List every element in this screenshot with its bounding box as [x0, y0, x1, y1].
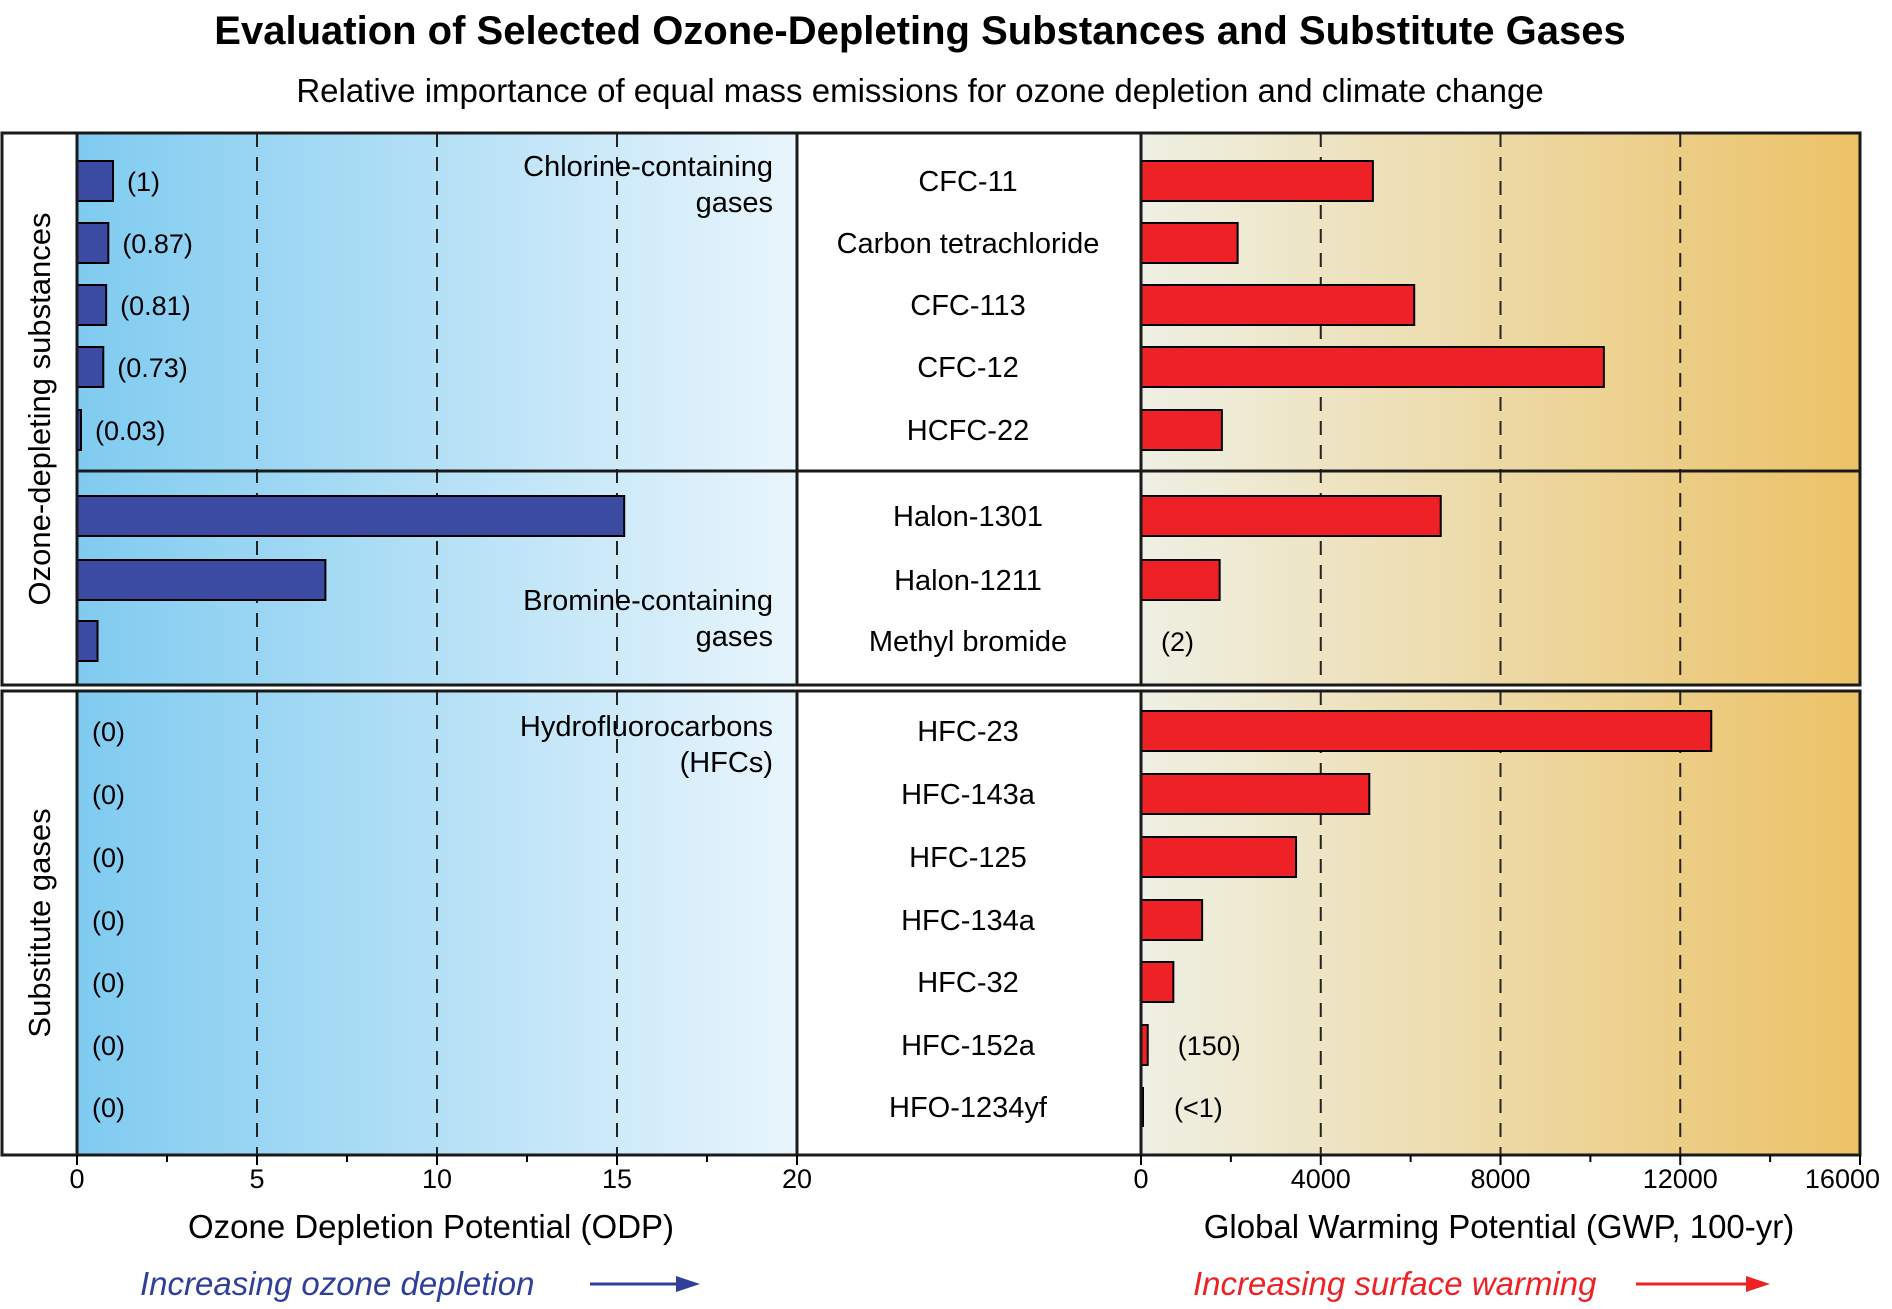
- substance-name: Halon-1301: [893, 501, 1043, 533]
- gwp-tick-label: 12000: [1643, 1164, 1718, 1194]
- subgroup-label: gases: [696, 621, 773, 653]
- subgroup-label: Chlorine-containing: [523, 151, 773, 183]
- substance-name: CFC-11: [918, 166, 1017, 198]
- gwp-bar: [1140, 559, 1221, 601]
- gwp-tick-label: 0: [1133, 1164, 1148, 1194]
- names-panel-bg: [797, 133, 1141, 685]
- substance-name: Methyl bromide: [869, 626, 1067, 658]
- odp-tick-label: 20: [782, 1164, 812, 1194]
- odp-value-label: (0.87): [122, 229, 193, 259]
- substance-name: Halon-1211: [894, 565, 1042, 597]
- axes: 0 5 10 15 20 0 4000 8000 12000 16000 Ozone Depleti…: [69, 1155, 1880, 1302]
- gwp-tick-label: 8000: [1470, 1164, 1530, 1194]
- chart-subtitle: Relative importance of equal mass emissi…: [296, 72, 1543, 109]
- substance-name: HFC-134a: [901, 905, 1036, 937]
- gwp-value-label: (2): [1161, 627, 1194, 657]
- subgroup-label: gases: [696, 187, 773, 219]
- odp-tick-label: 5: [249, 1164, 264, 1194]
- odp-value-label: (0.03): [95, 416, 166, 446]
- odp-bar: [76, 620, 99, 662]
- odp-bar: [76, 559, 327, 601]
- substance-name: HFC-23: [917, 716, 1019, 748]
- names-panel-bg: [797, 691, 1141, 1155]
- substance-name: HCFC-22: [907, 415, 1029, 447]
- substance-name: HFO-1234yf: [889, 1092, 1048, 1124]
- odp-value-label: (0): [92, 1031, 125, 1061]
- gwp-value-label: (150): [1178, 1031, 1241, 1061]
- odp-value-label: (0): [92, 1093, 125, 1123]
- gwp-bar: [1140, 284, 1416, 326]
- substance-name: HFC-125: [909, 842, 1027, 874]
- gwp-bar: [1140, 160, 1374, 202]
- panel-frame: [0, 131, 1862, 687]
- odp-bar: [76, 160, 114, 202]
- substance-name: Carbon tetrachloride: [837, 228, 1100, 260]
- odp-value-label: (0): [92, 780, 125, 810]
- odp-value-label: (1): [127, 167, 160, 197]
- substance-name: HFC-143a: [901, 779, 1036, 811]
- chart-title: Evaluation of Selected Ozone-Depleting S…: [214, 9, 1625, 53]
- substance-name: HFC-32: [917, 967, 1019, 999]
- group-label: Substitute gases: [22, 808, 57, 1037]
- group-label-bg: [2, 691, 77, 1155]
- gwp-axis-title: Global Warming Potential (GWP, 100-yr): [1204, 1208, 1795, 1245]
- gwp-bar: [1140, 222, 1239, 264]
- panel-frame: [0, 689, 1862, 1157]
- substance-name: CFC-113: [910, 290, 1026, 322]
- odp-value-label: (0): [92, 968, 125, 998]
- gwp-bar: [1140, 346, 1605, 388]
- gwp-bar: [1140, 409, 1223, 451]
- odp-value-label: (0): [92, 843, 125, 873]
- gwp-arrow-head: [1746, 1276, 1770, 1292]
- odp-bar: [76, 495, 626, 537]
- odp-direction-note: Increasing ozone depletion: [140, 1265, 534, 1302]
- substance-name: HFC-152a: [901, 1030, 1036, 1062]
- gwp-tick-label: 16000: [1805, 1164, 1880, 1194]
- gwp-value-label: (<1): [1174, 1093, 1223, 1123]
- group-label-bg: [2, 133, 77, 685]
- gwp-bar: [1140, 773, 1371, 815]
- group-label: Ozone-depleting substances: [22, 213, 57, 606]
- gwp-bar: [1140, 495, 1442, 537]
- odp-bar: [76, 346, 105, 388]
- gwp-direction-note: Increasing surface warming: [1193, 1265, 1597, 1302]
- gwp-bar: [1140, 961, 1175, 1003]
- panel-frames: [0, 131, 1862, 1157]
- odp-value-label: (0.73): [117, 353, 188, 383]
- odp-tick-label: 15: [602, 1164, 632, 1194]
- odp-tick-label: 10: [422, 1164, 452, 1194]
- bars: [76, 160, 1713, 1127]
- odp-arrow-head: [676, 1276, 700, 1292]
- row-labels: Ozone-depleting substances Chlorine-conta…: [22, 151, 1241, 1124]
- odp-value-label: (0): [92, 717, 125, 747]
- subgroup-label: (HFCs): [680, 747, 773, 779]
- odp-value-label: (0): [92, 906, 125, 936]
- odp-value-label: (0.81): [120, 291, 191, 321]
- odp-axis-title: Ozone Depletion Potential (ODP): [188, 1208, 674, 1245]
- substance-name: CFC-12: [917, 352, 1019, 384]
- odp-tick-label: 0: [69, 1164, 84, 1194]
- gwp-bar: [1140, 710, 1713, 752]
- subgroup-label: Hydrofluorocarbons: [520, 711, 773, 743]
- gwp-bar: [1140, 899, 1204, 941]
- odp-bar: [76, 284, 108, 326]
- gwp-tick-label: 4000: [1291, 1164, 1351, 1194]
- gwp-bar: [1140, 836, 1298, 878]
- odp-bar: [76, 222, 110, 264]
- subgroup-label: Bromine-containing: [523, 585, 773, 617]
